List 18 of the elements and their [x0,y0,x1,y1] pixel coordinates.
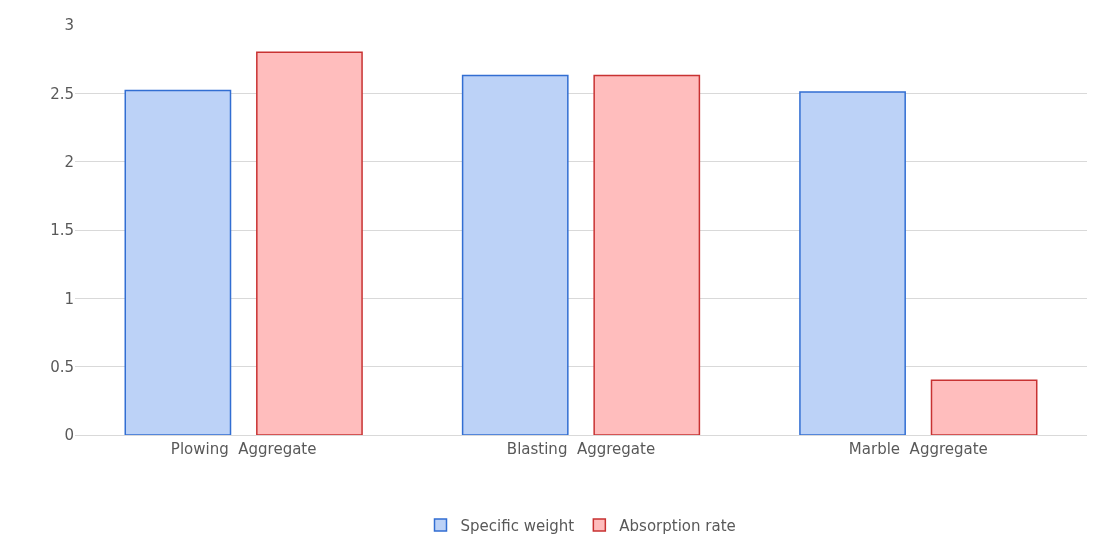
bar [124,89,232,435]
y-tick-label: 0 [64,426,74,445]
x-tick-label: Marble Aggregate [848,440,988,458]
y-tick-label: 1.5 [50,221,74,240]
bar [256,51,363,435]
bar [799,91,906,435]
x-tick-label: Blasting Aggregate [506,440,656,458]
bar [930,379,1038,435]
y-tick-label: 1 [64,289,74,308]
y-tick-label: 0.5 [50,357,74,376]
y-tick-label: 2.5 [50,84,74,103]
y-tick-label: 2 [64,152,74,171]
x-tick-label: Plowing Aggregate [170,440,317,458]
legend-label: Specific weight [460,516,575,535]
legend-label: Absorption rate [619,516,736,535]
bar [593,74,701,435]
y-tick-label: 3 [64,16,74,35]
bar [461,74,569,435]
